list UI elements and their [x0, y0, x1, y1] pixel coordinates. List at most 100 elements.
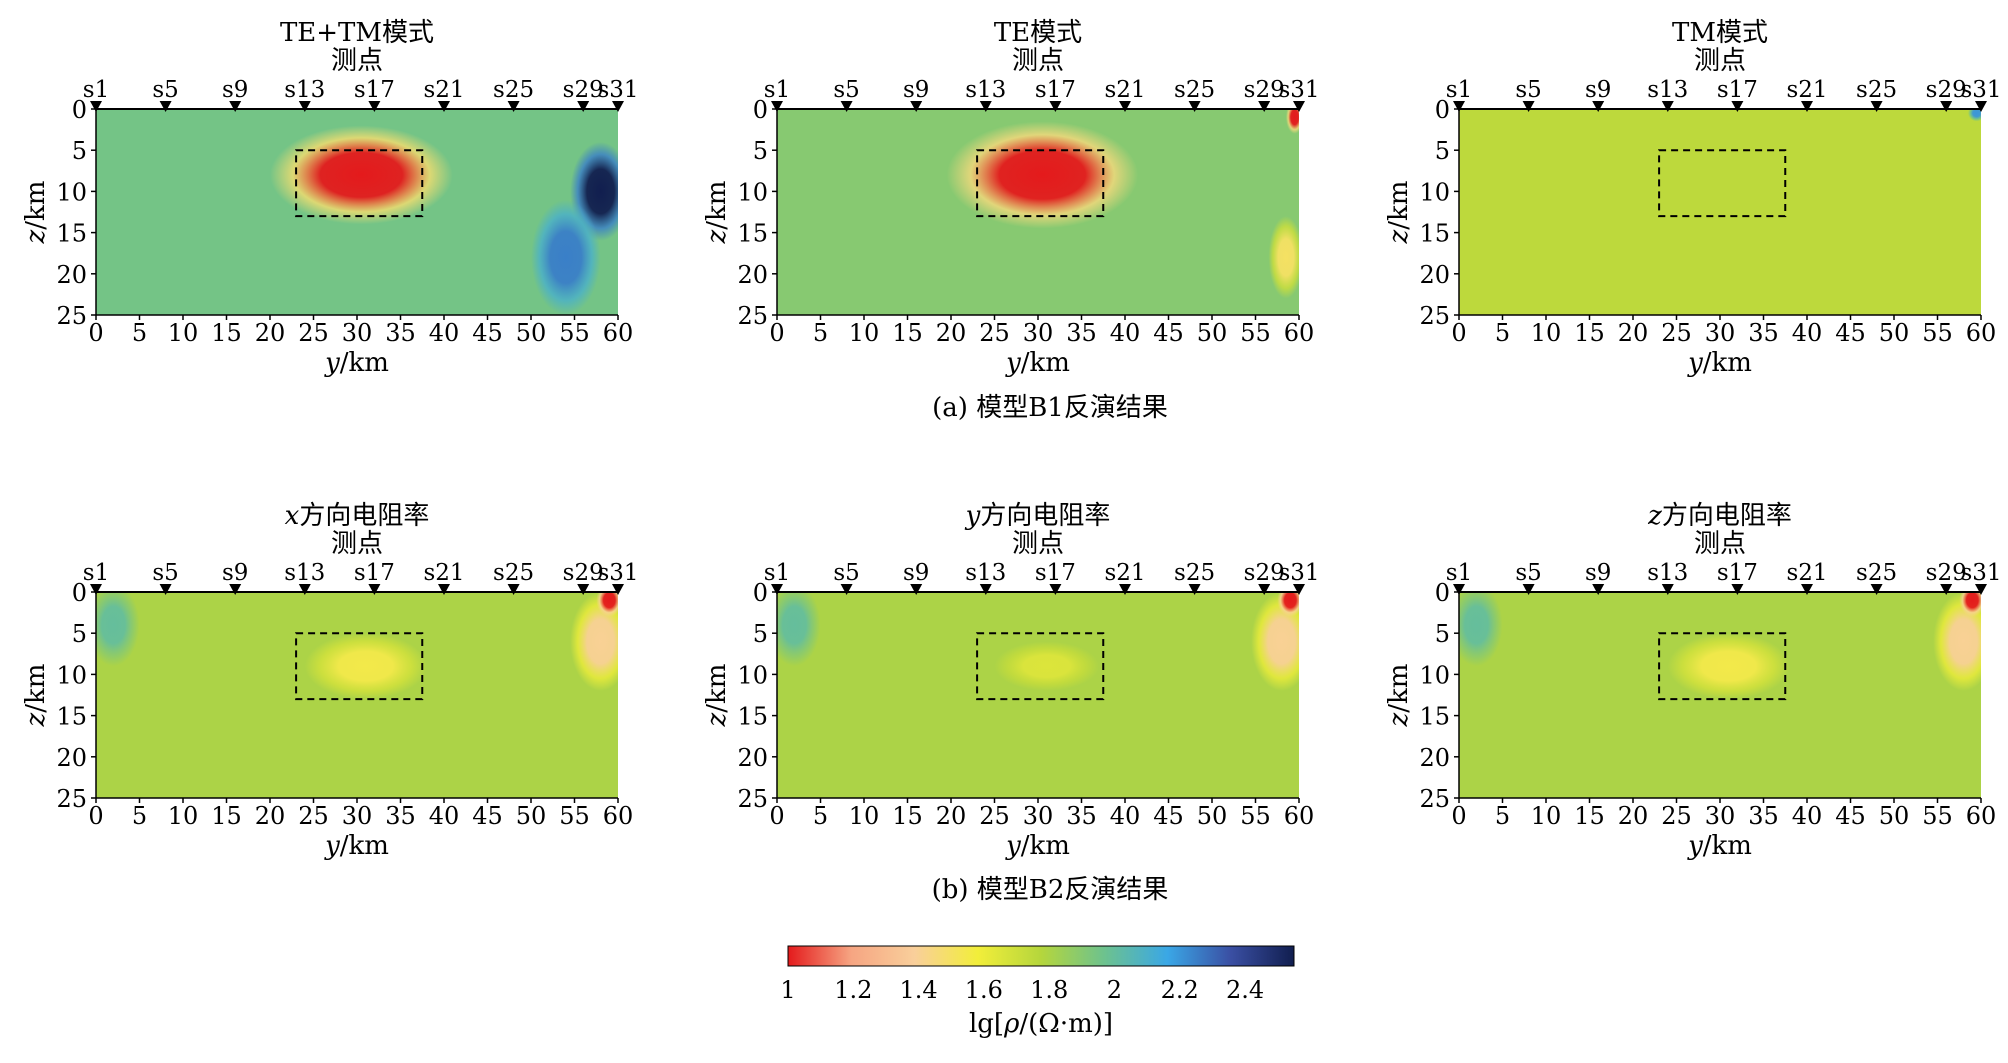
- station-label: s5: [152, 560, 178, 586]
- station-label: s1: [1446, 560, 1472, 586]
- x-axis-label: y/km: [324, 348, 389, 378]
- station-label: s21: [1786, 560, 1827, 586]
- station-label: s17: [354, 77, 395, 103]
- x-tick-label: 15: [892, 319, 923, 347]
- x-tick-label: 0: [1451, 802, 1466, 830]
- station-marker: [1801, 584, 1813, 595]
- station-marker: [1119, 101, 1131, 112]
- x-tick-label: 15: [892, 802, 923, 830]
- anomaly: [1959, 592, 1981, 617]
- station-marker: [1453, 101, 1465, 112]
- anomaly: [1285, 109, 1299, 134]
- y-tick-label: 10: [56, 661, 87, 689]
- panel-title: z方向电阻率: [1647, 501, 1792, 531]
- colorbar-tick-label: 2: [1107, 976, 1122, 1004]
- colorbar-tick-label: 2.2: [1161, 976, 1199, 1004]
- y-axis-label: z/km: [702, 664, 732, 728]
- station-marker: [507, 584, 520, 595]
- station-label: s9: [222, 560, 248, 586]
- y-tick-label: 15: [56, 703, 87, 731]
- station-marker: [507, 101, 520, 112]
- anomaly: [1268, 216, 1299, 299]
- station-label: s9: [222, 77, 248, 103]
- x-tick-label: 0: [769, 319, 784, 347]
- background-field: [777, 592, 1299, 798]
- target-box: [295, 632, 424, 701]
- station-marker: [910, 584, 923, 595]
- x-tick-label: 5: [1495, 319, 1510, 347]
- resistivity-field: [96, 109, 618, 315]
- station-marker: [1258, 584, 1271, 595]
- station-label: s25: [493, 77, 534, 103]
- y-tick-label: 10: [1419, 661, 1450, 689]
- x-tick-label: 0: [88, 319, 103, 347]
- x-tick-label: 50: [1197, 319, 1228, 347]
- x-tick-label: 35: [1066, 802, 1097, 830]
- station-marker: [840, 101, 853, 112]
- y-axis-label: z/km: [702, 181, 732, 245]
- station-label: s9: [903, 77, 929, 103]
- x-tick-label: 10: [168, 319, 199, 347]
- y-axis-label: z/km: [1384, 181, 1414, 245]
- y-tick-label: 15: [737, 220, 768, 248]
- station-marker: [1522, 101, 1535, 112]
- station-marker: [1870, 584, 1883, 595]
- x-axis-label: y/km: [324, 831, 389, 861]
- station-marker: [298, 584, 311, 595]
- y-tick-label: 0: [1435, 96, 1450, 124]
- x-tick-label: 45: [1835, 802, 1866, 830]
- x-tick-label: 25: [1661, 319, 1692, 347]
- x-axis-label: y/km: [1005, 348, 1070, 378]
- station-axis-label: 测点: [1012, 529, 1064, 559]
- panel-title: x方向电阻率: [285, 501, 430, 531]
- station-axis-label: 测点: [331, 46, 383, 76]
- station-marker: [159, 584, 172, 595]
- station-marker: [1188, 584, 1201, 595]
- anomaly: [304, 633, 427, 700]
- target-box: [976, 632, 1105, 701]
- station-label: s1: [1446, 77, 1472, 103]
- anomaly: [994, 641, 1099, 691]
- station-marker: [1258, 101, 1271, 112]
- station-axis-label: 测点: [1012, 46, 1064, 76]
- x-tick-label: 5: [813, 319, 828, 347]
- x-tick-label: 25: [979, 319, 1010, 347]
- y-tick-label: 15: [737, 703, 768, 731]
- station-label: s17: [1035, 560, 1076, 586]
- x-tick-label: 30: [342, 319, 373, 347]
- station-marker: [1119, 584, 1131, 595]
- x-tick-label: 25: [979, 802, 1010, 830]
- x-tick-label: 50: [1879, 319, 1910, 347]
- x-tick-label: 55: [559, 319, 590, 347]
- caption-b: (b) 模型B2反演结果: [932, 875, 1169, 905]
- station-label: s25: [1856, 560, 1897, 586]
- y-axis-label: z/km: [1384, 664, 1414, 728]
- station-axis-label: 测点: [1694, 46, 1746, 76]
- x-tick-label: 40: [429, 802, 460, 830]
- station-label: s5: [1515, 77, 1541, 103]
- station-label: s13: [284, 77, 325, 103]
- panel-title: y方向电阻率: [965, 501, 1111, 531]
- x-tick-label: 60: [603, 319, 634, 347]
- station-marker: [1592, 101, 1605, 112]
- x-tick-label: 30: [1705, 319, 1736, 347]
- anomaly: [596, 592, 618, 617]
- station-label: s21: [423, 560, 464, 586]
- y-axis-label: z/km: [21, 664, 51, 728]
- station-label: s31: [1960, 77, 2001, 103]
- station-axis-label: 测点: [331, 529, 383, 559]
- x-tick-label: 60: [1966, 319, 1997, 347]
- x-tick-label: 55: [1240, 802, 1271, 830]
- x-tick-label: 55: [1922, 802, 1953, 830]
- y-tick-label: 25: [56, 302, 87, 330]
- station-marker: [840, 584, 853, 595]
- station-label: s5: [152, 77, 178, 103]
- x-axis-label: y/km: [1005, 831, 1070, 861]
- station-marker: [1661, 584, 1674, 595]
- station-label: s9: [1585, 77, 1611, 103]
- anomaly: [777, 592, 821, 667]
